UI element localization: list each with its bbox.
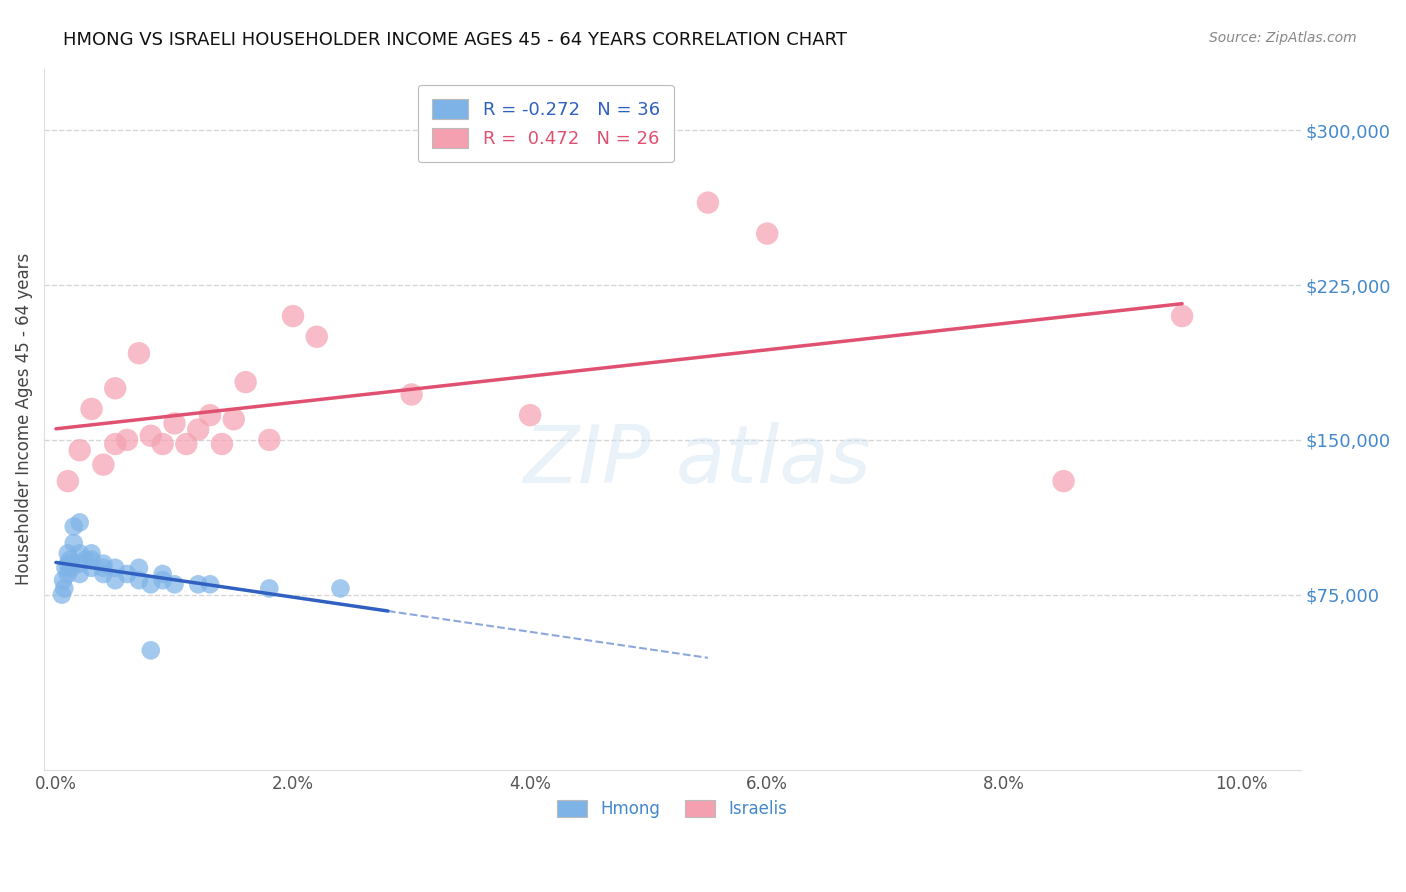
Point	[80, 546, 103, 560]
Point	[259, 433, 281, 447]
Point	[93, 557, 115, 571]
Point	[59, 552, 82, 566]
Point	[104, 561, 127, 575]
Point	[69, 546, 91, 560]
Point	[80, 552, 103, 566]
Point	[756, 227, 779, 241]
Point	[697, 195, 720, 210]
Point	[152, 566, 174, 581]
Point	[152, 573, 174, 587]
Point	[51, 588, 73, 602]
Point	[152, 437, 174, 451]
Point	[62, 536, 84, 550]
Point	[259, 582, 281, 596]
Point	[305, 330, 328, 344]
Point	[93, 458, 115, 472]
Point	[115, 566, 138, 581]
Y-axis label: Householder Income Ages 45 - 64 years: Householder Income Ages 45 - 64 years	[15, 253, 32, 585]
Text: ZIP atlas: ZIP atlas	[523, 422, 872, 500]
Point	[139, 429, 162, 443]
Point	[56, 566, 79, 581]
Point	[128, 573, 150, 587]
Point	[329, 582, 352, 596]
Point	[69, 557, 91, 571]
Point	[176, 437, 198, 451]
Point	[187, 423, 209, 437]
Point	[80, 401, 103, 416]
Point	[56, 546, 79, 560]
Point	[93, 561, 115, 575]
Point	[93, 566, 115, 581]
Text: Source: ZipAtlas.com: Source: ZipAtlas.com	[1209, 31, 1357, 45]
Point	[163, 417, 186, 431]
Point	[281, 309, 304, 323]
Point	[55, 561, 77, 575]
Point	[56, 474, 79, 488]
Point	[104, 381, 127, 395]
Point	[69, 516, 91, 530]
Point	[198, 577, 221, 591]
Point	[139, 577, 162, 591]
Text: HMONG VS ISRAELI HOUSEHOLDER INCOME AGES 45 - 64 YEARS CORRELATION CHART: HMONG VS ISRAELI HOUSEHOLDER INCOME AGES…	[63, 31, 848, 49]
Point	[198, 408, 221, 422]
Point	[69, 443, 91, 458]
Point	[222, 412, 245, 426]
Point	[235, 375, 257, 389]
Point	[56, 557, 79, 571]
Point	[75, 552, 97, 566]
Point	[53, 582, 76, 596]
Point	[104, 573, 127, 587]
Point	[62, 519, 84, 533]
Point	[1052, 474, 1074, 488]
Point	[519, 408, 541, 422]
Point	[128, 561, 150, 575]
Point	[52, 573, 75, 587]
Legend: Hmong, Israelis: Hmong, Israelis	[551, 793, 794, 825]
Point	[128, 346, 150, 360]
Point	[163, 577, 186, 591]
Point	[69, 566, 91, 581]
Point	[401, 387, 423, 401]
Point	[187, 577, 209, 591]
Point	[139, 643, 162, 657]
Point	[60, 561, 83, 575]
Point	[211, 437, 233, 451]
Point	[115, 433, 138, 447]
Point	[104, 437, 127, 451]
Point	[1171, 309, 1194, 323]
Point	[80, 561, 103, 575]
